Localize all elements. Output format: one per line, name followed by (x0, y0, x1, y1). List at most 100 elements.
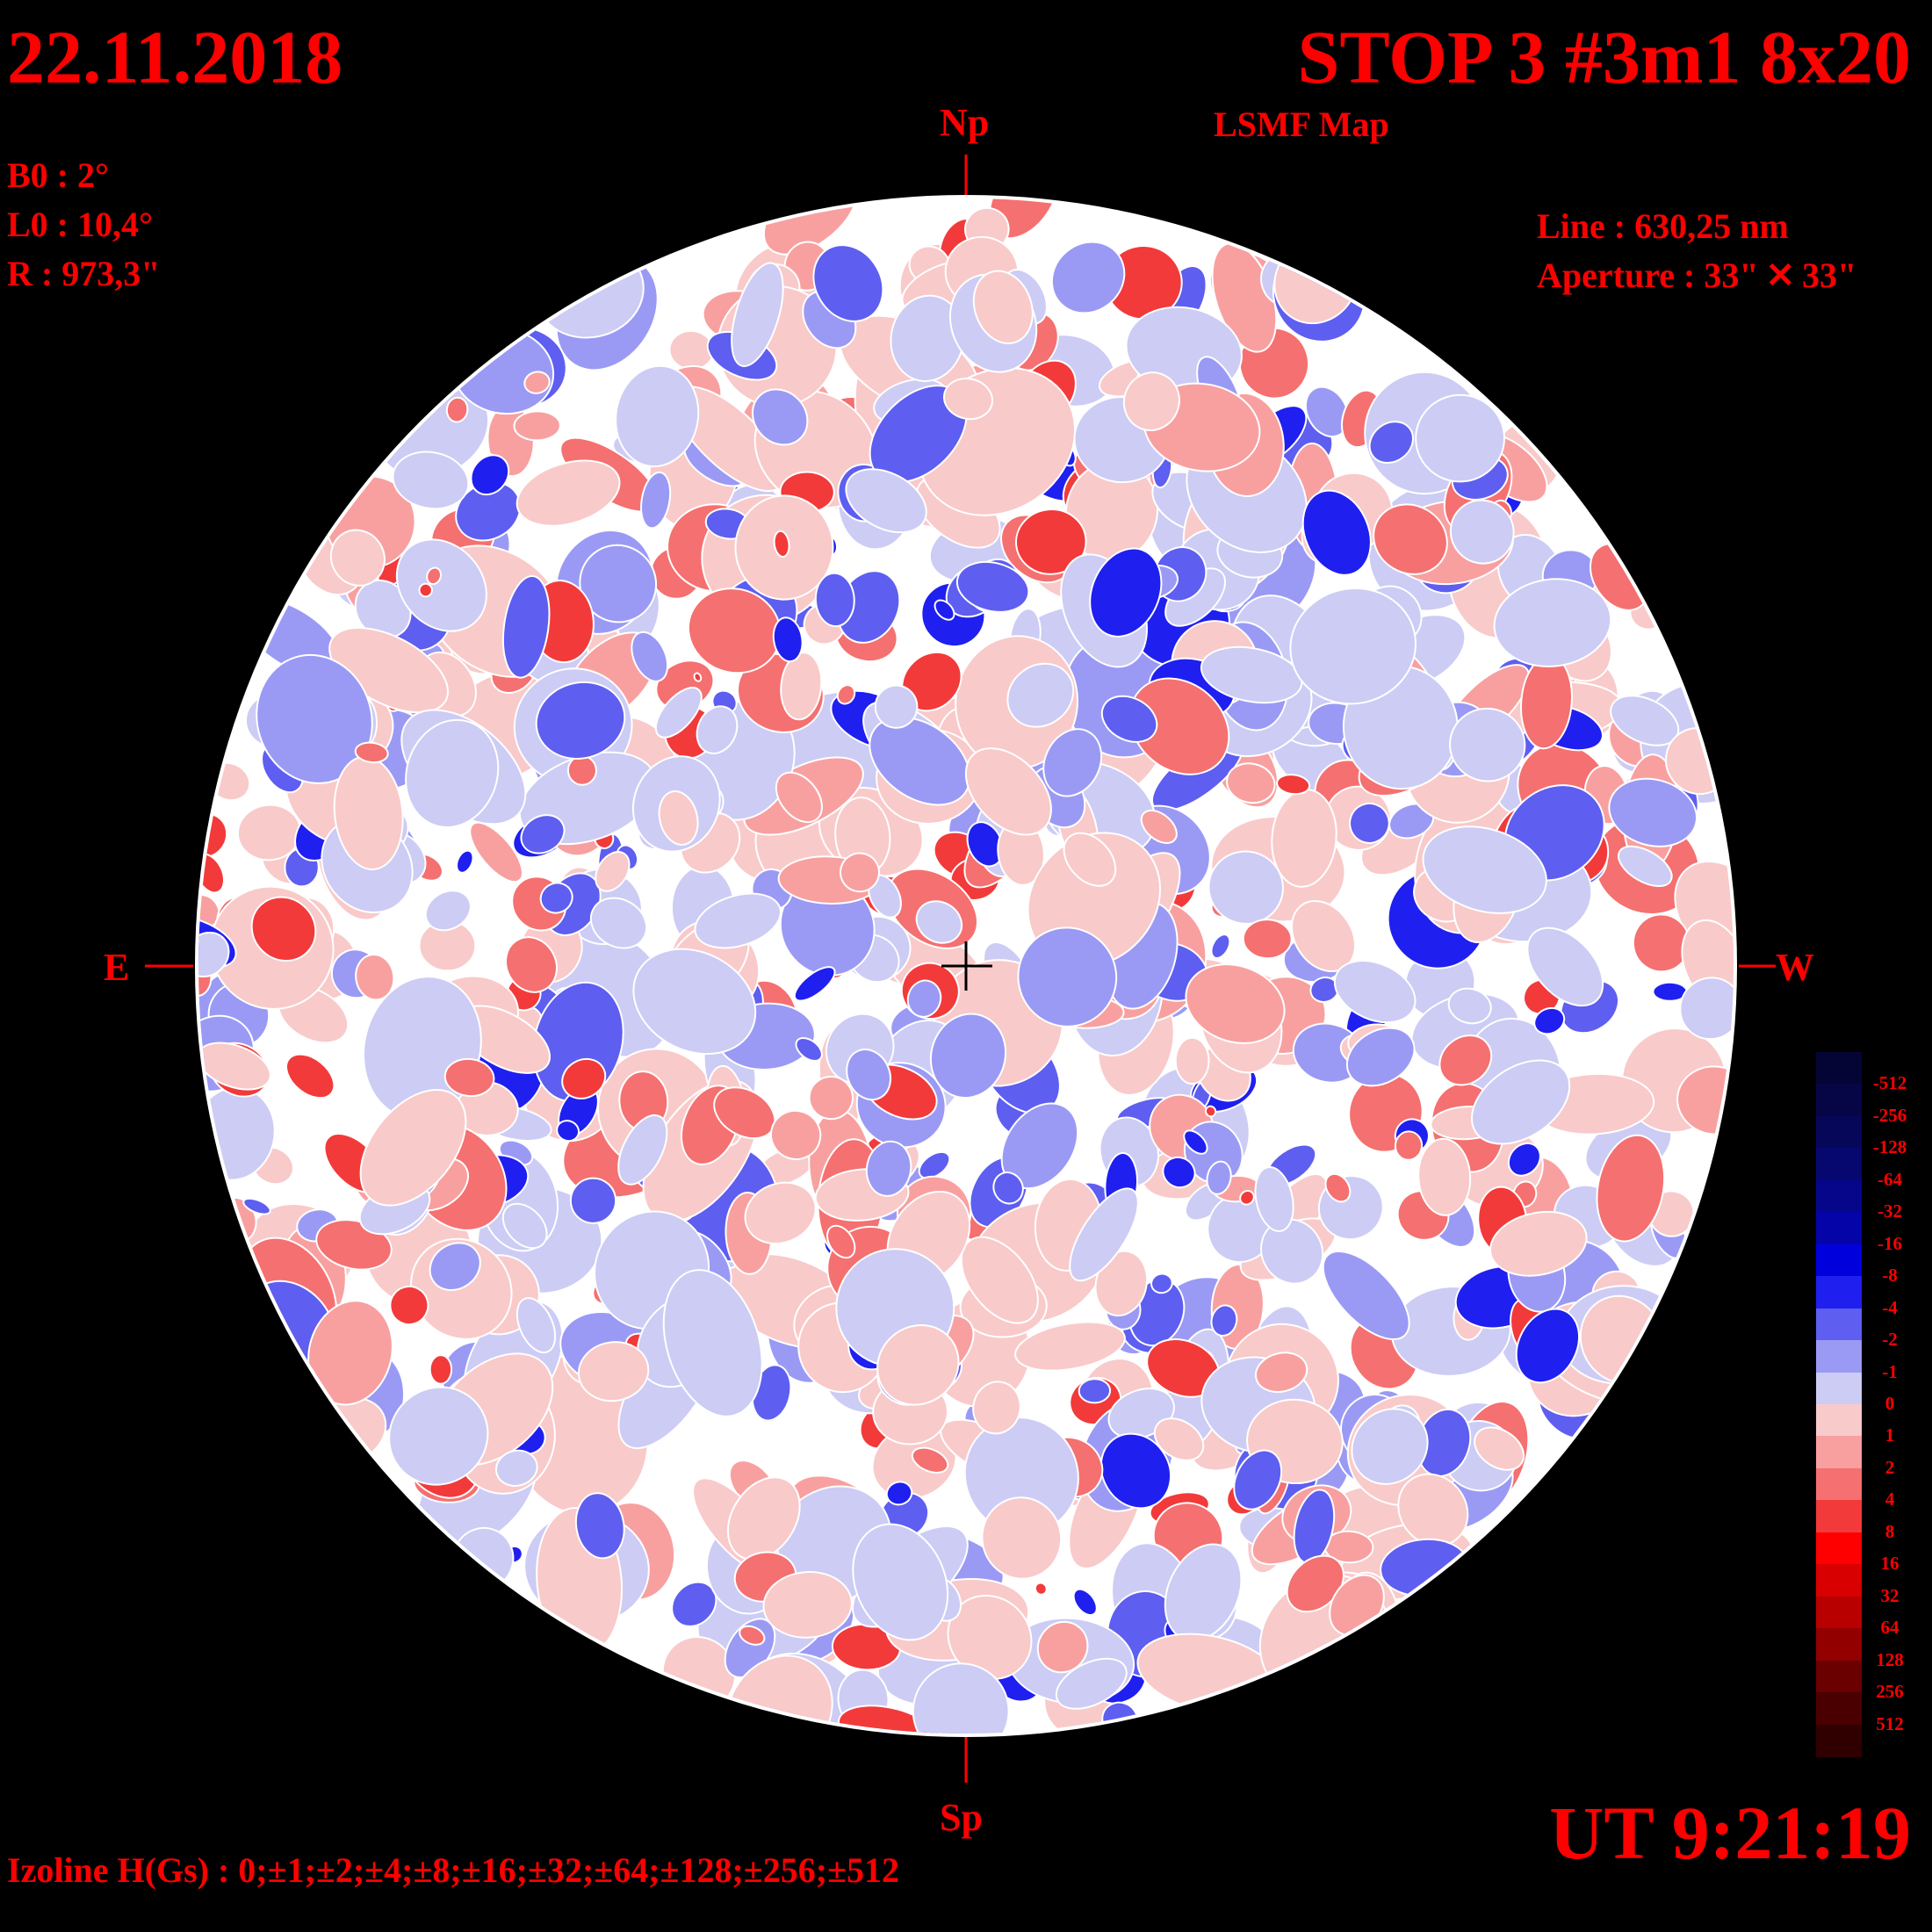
field-patch (1596, 1134, 1666, 1243)
field-patch (1474, 1426, 1525, 1471)
param-line: Line : 630,25 nm (1537, 206, 1789, 246)
field-patch (429, 1242, 481, 1292)
field-patch (615, 364, 700, 468)
field-patch (242, 1197, 271, 1215)
field-patch (1526, 926, 1604, 1007)
color-scale-label: 128 (1876, 1648, 1904, 1670)
field-patch (1122, 371, 1180, 431)
field-patch (780, 652, 823, 721)
field-patch (569, 1177, 617, 1224)
field-patch (1017, 926, 1118, 1027)
compass-north-label: Np (940, 101, 990, 144)
color-scale-swatch (1816, 1628, 1862, 1662)
color-scale-swatch (1816, 1500, 1862, 1533)
color-scale-swatch (1816, 1467, 1862, 1502)
field-patch (539, 882, 573, 914)
field-patch (1233, 1449, 1283, 1510)
field-patch (1289, 587, 1417, 705)
param-l0: L0 : 10,4° (7, 205, 153, 244)
color-scale-label: -8 (1882, 1265, 1898, 1287)
field-patch (523, 371, 551, 394)
field-patch (836, 684, 856, 705)
field-patch (443, 1057, 495, 1098)
field-patch (285, 1053, 335, 1099)
field-patch (589, 897, 648, 949)
field-patch (793, 966, 836, 1002)
field-patch (744, 1181, 817, 1245)
field-patch (1676, 1065, 1734, 1135)
param-radius: R : 973,3" (7, 254, 161, 293)
color-scale-swatch (1816, 1276, 1862, 1309)
field-patch (1345, 1027, 1416, 1087)
color-scale-label: 16 (1880, 1553, 1900, 1575)
field-patch (865, 1140, 912, 1197)
color-scale-bar (1816, 1052, 1862, 1757)
field-patch (640, 471, 672, 530)
field-patch (429, 1354, 453, 1385)
field-patch (515, 459, 621, 527)
field-patch (1447, 987, 1492, 1025)
field-patch (198, 931, 230, 978)
field-patch (1036, 1620, 1089, 1674)
field-patch (1162, 1156, 1196, 1189)
field-patch (826, 1224, 856, 1259)
field-patch (662, 1269, 763, 1417)
field-patch (307, 1300, 393, 1406)
field-patch (840, 852, 880, 893)
field-patch (960, 1236, 1039, 1324)
field-patch (964, 747, 1052, 836)
field-patch (1493, 578, 1612, 667)
color-scale-label: 512 (1876, 1712, 1904, 1734)
field-patch (631, 631, 669, 682)
field-patch (992, 1171, 1024, 1205)
param-b0: B0 : 2° (7, 155, 109, 195)
field-patch (1242, 919, 1293, 960)
color-scale-label: 0 (1885, 1393, 1895, 1414)
color-scale-label: -64 (1878, 1168, 1902, 1190)
field-patch (505, 936, 558, 993)
field-patch (943, 378, 993, 421)
color-scale-swatch (1816, 1148, 1862, 1181)
field-patch (1304, 386, 1350, 438)
field-patch (1050, 241, 1126, 314)
color-scale-label: -1 (1882, 1360, 1898, 1382)
color-scale-swatch (1816, 1404, 1862, 1438)
field-patch (395, 538, 487, 632)
field-patch (775, 771, 823, 824)
field-patch (1150, 1272, 1173, 1294)
field-patch (1449, 707, 1526, 782)
field-patch (912, 1662, 1010, 1734)
field-patch (1014, 1321, 1126, 1372)
color-scale-swatch (1816, 1084, 1862, 1117)
field-patch (329, 529, 386, 587)
field-patch (515, 1297, 557, 1354)
color-scale-label: -512 (1872, 1072, 1907, 1094)
map-subtitle: LSMF Map (1214, 105, 1389, 144)
field-patch (762, 1571, 853, 1639)
field-patch (1301, 489, 1372, 576)
field-patch (658, 790, 699, 846)
field-patch (388, 1386, 489, 1486)
field-patch (556, 1120, 580, 1143)
field-patch (354, 741, 389, 764)
field-patch (1128, 677, 1230, 775)
color-scale-swatch (1816, 1692, 1862, 1726)
field-patch (1324, 1172, 1352, 1203)
field-patch (1069, 1187, 1139, 1282)
field-patch (1415, 393, 1505, 483)
field-patch (1373, 503, 1448, 575)
field-patch (1438, 1034, 1493, 1086)
field-patch (772, 616, 804, 663)
field-patch (726, 1476, 801, 1561)
field-patch (1533, 1006, 1566, 1035)
field-patch (445, 396, 469, 423)
field-patch (972, 270, 1034, 345)
field-patch (595, 851, 631, 892)
color-scale-label: -256 (1872, 1104, 1907, 1126)
field-patch (1063, 832, 1117, 887)
field-patch (731, 262, 784, 367)
field-patch (1422, 825, 1547, 914)
field-patch (911, 1446, 949, 1474)
color-scale-swatch (1816, 1244, 1862, 1278)
